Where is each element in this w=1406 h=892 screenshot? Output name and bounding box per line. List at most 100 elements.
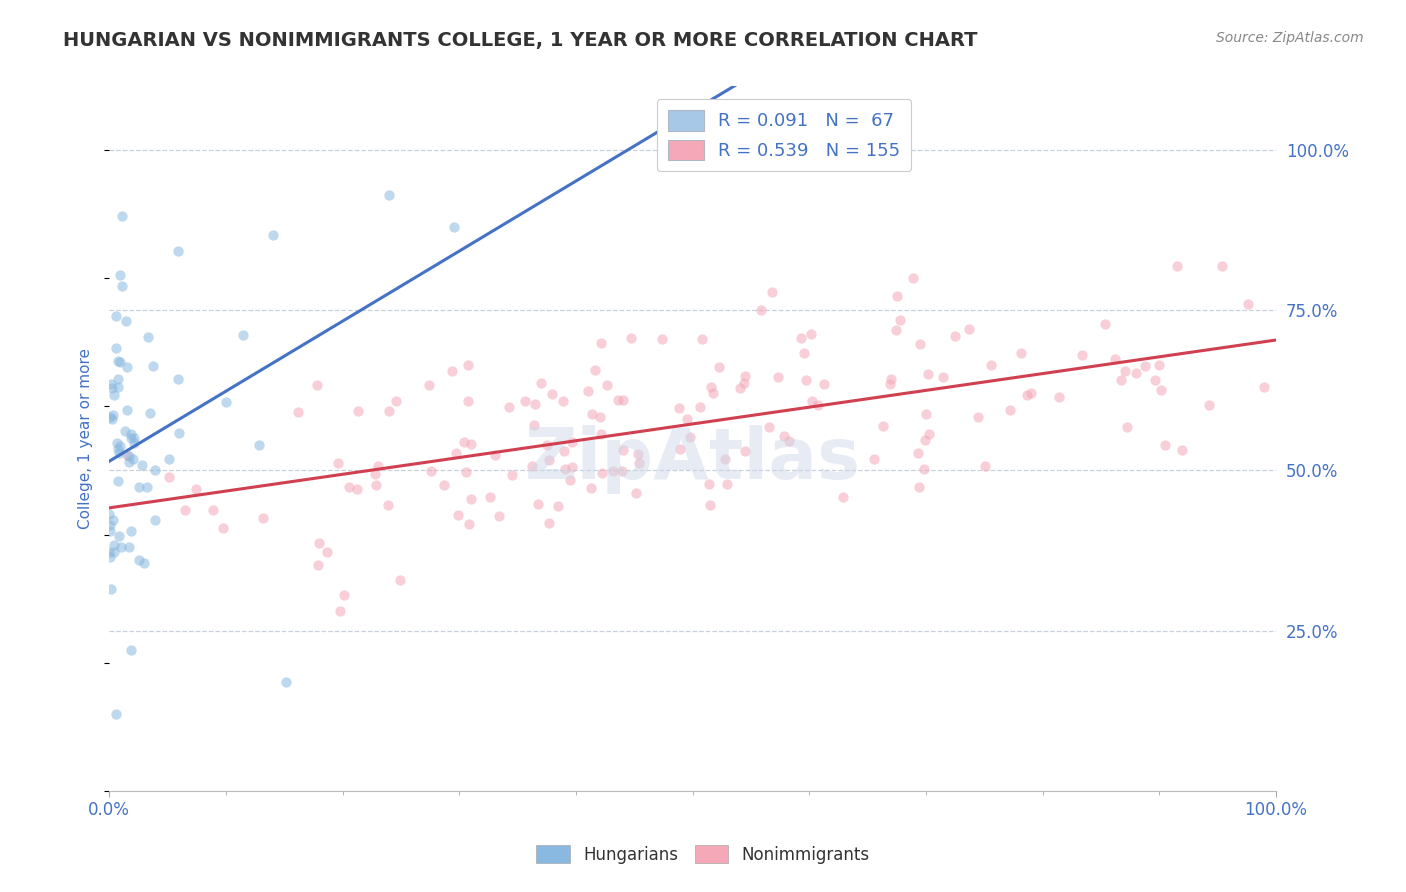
Point xyxy=(576,384,599,399)
Point xyxy=(100,582,122,596)
Point xyxy=(675,412,697,426)
Point xyxy=(104,706,127,721)
Point xyxy=(980,358,1002,372)
Point xyxy=(115,403,138,417)
Point xyxy=(120,524,142,538)
Point xyxy=(107,372,129,386)
Point xyxy=(307,558,329,573)
Point xyxy=(453,435,475,450)
Point xyxy=(624,486,647,500)
Text: Source: ZipAtlas.com: Source: ZipAtlas.com xyxy=(1216,31,1364,45)
Point xyxy=(110,355,132,369)
Point xyxy=(105,435,128,450)
Point xyxy=(1104,351,1126,366)
Point xyxy=(773,428,796,442)
Point xyxy=(108,446,131,460)
Point xyxy=(579,481,602,495)
Point xyxy=(108,268,131,282)
Point xyxy=(910,336,932,351)
Point xyxy=(105,309,128,323)
Point xyxy=(733,376,755,391)
Point xyxy=(761,285,783,300)
Point xyxy=(124,431,146,445)
Point xyxy=(884,323,907,337)
Point xyxy=(377,498,399,512)
Point xyxy=(458,517,481,532)
Point xyxy=(418,377,440,392)
Point xyxy=(443,220,465,235)
Point xyxy=(602,464,624,478)
Point xyxy=(120,427,142,442)
Point xyxy=(538,453,561,467)
Point xyxy=(1019,386,1042,401)
Point xyxy=(758,420,780,434)
Point xyxy=(484,448,506,462)
Point xyxy=(389,573,412,587)
Point xyxy=(420,464,443,478)
Point xyxy=(627,447,650,461)
Point xyxy=(98,517,121,532)
Point xyxy=(104,341,127,355)
Point xyxy=(807,398,830,412)
Point xyxy=(110,279,132,293)
Point xyxy=(610,464,633,478)
Point xyxy=(523,396,546,410)
Point xyxy=(527,497,550,511)
Point xyxy=(789,331,811,345)
Point xyxy=(801,394,824,409)
Point xyxy=(918,426,941,441)
Point xyxy=(699,498,721,512)
Point xyxy=(1109,373,1132,387)
Point xyxy=(734,444,756,458)
Point xyxy=(100,377,122,392)
Point xyxy=(889,313,911,327)
Point xyxy=(627,456,650,470)
Point xyxy=(157,470,180,484)
Point xyxy=(912,462,935,476)
Point xyxy=(547,499,569,513)
Point xyxy=(668,442,690,457)
Point xyxy=(114,425,136,439)
Point xyxy=(329,604,352,618)
Point xyxy=(1125,366,1147,380)
Point xyxy=(433,478,456,492)
Point xyxy=(460,491,482,506)
Point xyxy=(262,228,284,243)
Point xyxy=(98,524,121,539)
Point xyxy=(734,369,756,384)
Point xyxy=(591,467,613,481)
Point xyxy=(231,328,253,343)
Point xyxy=(101,412,124,426)
Point xyxy=(107,474,129,488)
Point xyxy=(247,438,270,452)
Point xyxy=(122,452,145,467)
Point xyxy=(128,552,150,566)
Point xyxy=(917,367,939,381)
Point xyxy=(169,426,191,441)
Point xyxy=(103,538,125,552)
Point xyxy=(128,480,150,494)
Point xyxy=(111,209,134,223)
Point xyxy=(908,480,931,494)
Point xyxy=(167,244,190,258)
Point xyxy=(700,380,723,394)
Point xyxy=(749,302,772,317)
Point xyxy=(457,358,479,372)
Point xyxy=(1253,379,1275,393)
Point xyxy=(364,467,387,481)
Point xyxy=(1154,438,1177,452)
Point xyxy=(107,354,129,368)
Point xyxy=(98,550,121,565)
Point xyxy=(378,404,401,418)
Point xyxy=(142,359,165,373)
Point xyxy=(252,511,274,525)
Point xyxy=(457,394,479,409)
Point xyxy=(287,405,309,419)
Point xyxy=(1015,388,1038,402)
Point xyxy=(886,289,908,303)
Point xyxy=(793,346,815,360)
Point xyxy=(591,336,613,351)
Point xyxy=(800,326,823,341)
Point xyxy=(385,394,408,409)
Point xyxy=(1147,359,1170,373)
